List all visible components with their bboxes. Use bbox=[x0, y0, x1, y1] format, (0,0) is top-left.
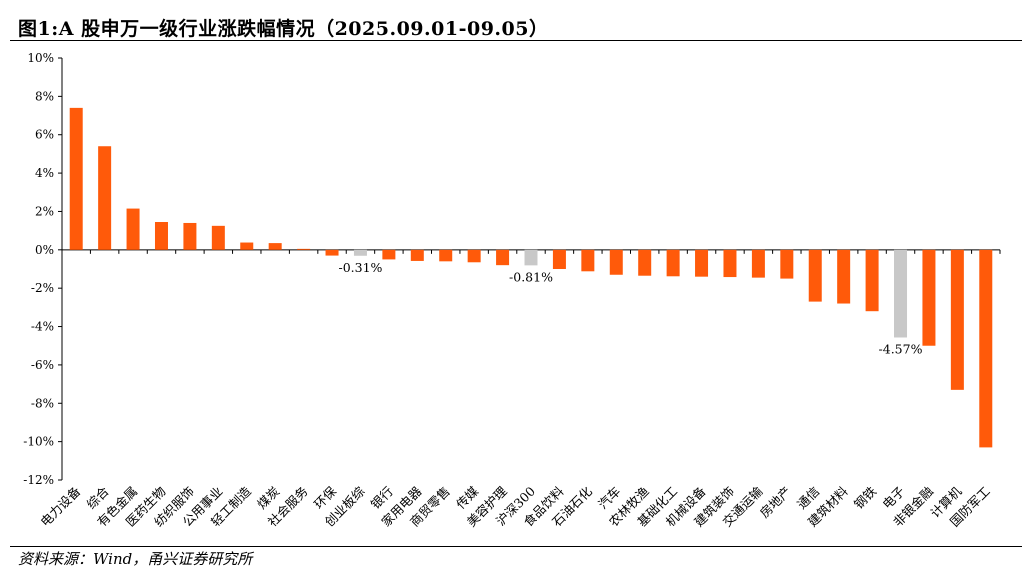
source-note: 资料来源：Wind，甬兴证券研究所 bbox=[18, 550, 253, 568]
bar bbox=[297, 248, 311, 250]
bar bbox=[325, 249, 339, 256]
bar bbox=[467, 249, 481, 263]
data-label: -0.81% bbox=[509, 269, 553, 284]
top-rule bbox=[10, 40, 1022, 41]
bar bbox=[723, 249, 737, 278]
bar-layer bbox=[69, 107, 993, 448]
y-tick-label: 6% bbox=[35, 128, 54, 142]
bar bbox=[496, 249, 510, 266]
bar bbox=[69, 107, 83, 250]
bar bbox=[695, 249, 709, 277]
y-tick-label: 10% bbox=[27, 51, 54, 65]
bar bbox=[666, 249, 680, 277]
bar bbox=[211, 225, 225, 250]
y-tick-label: -6% bbox=[31, 358, 54, 372]
data-label: -4.57% bbox=[879, 341, 923, 356]
bar bbox=[609, 249, 623, 275]
bar bbox=[439, 249, 453, 262]
y-tick-label: 8% bbox=[35, 89, 54, 103]
y-tick-label: 4% bbox=[35, 166, 54, 180]
y-tick-label: 0% bbox=[35, 243, 54, 257]
bar bbox=[950, 249, 964, 390]
y-tick-label: 2% bbox=[35, 204, 54, 218]
bar bbox=[922, 249, 936, 346]
bar bbox=[808, 249, 822, 302]
y-tick-label: -12% bbox=[23, 473, 54, 487]
bar bbox=[524, 249, 538, 266]
bar bbox=[410, 249, 424, 261]
bar bbox=[865, 249, 879, 312]
bar bbox=[268, 243, 282, 250]
bar bbox=[382, 249, 396, 260]
bar bbox=[780, 249, 794, 279]
bar bbox=[126, 208, 140, 250]
x-tick-label: 电力设备 bbox=[37, 483, 83, 529]
bar bbox=[979, 249, 993, 448]
bar bbox=[581, 249, 595, 272]
chart-title: 图1:A 股申万一级行业涨跌幅情况（2025.09.01-09.05） bbox=[18, 18, 549, 40]
bar bbox=[751, 249, 765, 278]
y-tick-label: -4% bbox=[31, 320, 54, 334]
y-tick-label: -8% bbox=[31, 396, 54, 410]
axis-layer: 10% 8% 6% 4% 2% 0% -2% -4% -6% -8% -10% -12% bbox=[23, 51, 1001, 487]
x-tick-label: 房地产 bbox=[757, 484, 794, 521]
bar bbox=[894, 249, 908, 338]
bar bbox=[240, 242, 254, 250]
bar bbox=[183, 222, 197, 250]
bottom-rule bbox=[10, 546, 1022, 547]
bar bbox=[353, 249, 367, 256]
y-tick-label: -2% bbox=[31, 281, 54, 295]
y-tick-label: -10% bbox=[23, 435, 54, 449]
bar bbox=[552, 249, 566, 269]
bar bbox=[98, 146, 112, 250]
bar bbox=[638, 249, 652, 276]
x-tick-label: 钢铁 bbox=[851, 483, 880, 512]
data-label: -0.31% bbox=[338, 260, 382, 275]
bar bbox=[837, 249, 851, 304]
bar bbox=[154, 222, 168, 250]
